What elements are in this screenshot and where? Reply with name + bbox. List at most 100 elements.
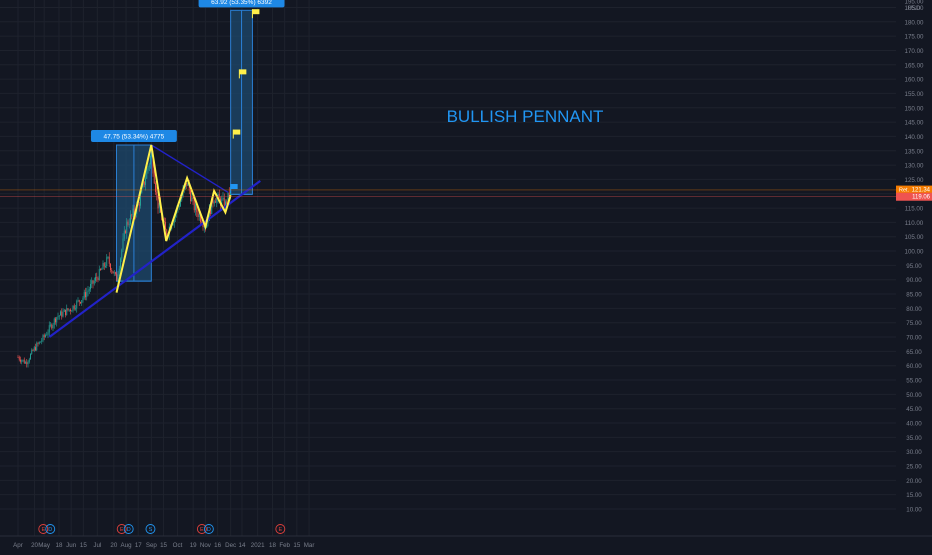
candle-down [23, 359, 25, 364]
event-marker-letter: E [120, 527, 124, 533]
event-marker-split[interactable] [145, 524, 156, 534]
candle-up [76, 301, 78, 309]
price-axis-label: 90.00 [906, 277, 922, 284]
price-axis-label: 85.00 [906, 292, 922, 299]
candle-up [75, 308, 76, 310]
price-axis-label: 55.00 [906, 378, 922, 385]
candle-down [202, 224, 204, 228]
event-marker-letter: S [149, 527, 153, 533]
price-axis-label: 165.00 [905, 62, 924, 69]
candle-down [115, 272, 116, 274]
candle-up [123, 230, 125, 239]
price-axis-label: 95.00 [906, 263, 922, 270]
candle-up [50, 324, 51, 326]
candle-up [91, 280, 93, 285]
candle-down [186, 183, 188, 186]
candle-down [70, 309, 71, 311]
price-marker-value: 119.06 [912, 195, 931, 201]
event-marker-dividend[interactable] [123, 524, 134, 534]
candle-down [17, 357, 19, 358]
candle-down [133, 208, 135, 214]
candle-up [88, 289, 90, 291]
event-marker-letter: D [207, 527, 211, 533]
zigzag-pattern-line[interactable] [115, 144, 232, 293]
candle-down [152, 154, 154, 174]
candle-up [222, 197, 224, 200]
candle-down [116, 273, 118, 281]
candle-up [57, 316, 59, 318]
flag-marker[interactable] [230, 184, 238, 190]
candle-up [27, 361, 29, 365]
price-axis-label: 130.00 [905, 163, 924, 170]
time-axis-label: Nov [200, 542, 212, 549]
price-axis-label: 45.00 [906, 406, 922, 413]
candle-up [28, 359, 30, 362]
time-axis-label: 2021 [251, 542, 265, 549]
event-marker-earnings[interactable] [196, 524, 207, 534]
candle-up [42, 335, 44, 341]
support-trendline[interactable] [48, 179, 261, 338]
event-marker-earnings[interactable] [116, 524, 127, 534]
resistance-trendline[interactable] [150, 144, 229, 193]
event-marker-dividend[interactable] [203, 524, 214, 534]
time-axis-label: 20 [110, 542, 117, 549]
candle-down [196, 204, 198, 213]
price-axis-label: 10.00 [906, 507, 922, 514]
price-axis-label: 125.00 [905, 177, 924, 184]
candle-up [126, 221, 128, 234]
time-axis-label: Jun [66, 542, 77, 549]
candle-up [211, 198, 213, 215]
candle-down [166, 229, 168, 236]
candle-up [47, 332, 49, 335]
event-marker-dividend[interactable] [45, 524, 56, 534]
time-axis-label: Apr [13, 542, 23, 549]
pole-measure-label: 47.75 (53.34%) 4775 [104, 134, 165, 141]
candle-down [80, 301, 81, 304]
event-marker-earnings[interactable] [275, 524, 286, 534]
flag-marker[interactable] [252, 9, 260, 15]
time-axis-label: May [38, 542, 51, 549]
candle-down [55, 318, 56, 323]
candle-up [40, 341, 41, 343]
candle-down [200, 214, 201, 222]
candle-down [193, 198, 195, 211]
candle-down [96, 277, 98, 279]
flag-marker[interactable] [233, 129, 241, 135]
price-axis-panel [896, 0, 932, 550]
candle-up [68, 309, 70, 311]
pole-measure-label-bg [90, 130, 177, 143]
candle-up [52, 324, 54, 329]
event-marker-letter: D [127, 527, 131, 533]
price-axis-label: 170.00 [905, 48, 924, 55]
candle-down [228, 192, 230, 197]
drawing-layer[interactable] [0, 9, 896, 338]
price-axis-label: 30.00 [906, 449, 922, 456]
price-axis-label: 60.00 [906, 363, 922, 370]
candle-down [163, 220, 165, 222]
time-axis-label: 18 [56, 542, 63, 549]
flag-marker[interactable] [239, 69, 247, 75]
time-axis-label: Oct [173, 542, 183, 549]
time-axis-label: Sep [146, 542, 158, 549]
candle-up [53, 318, 55, 325]
price-axis-unit-label: USD [907, 5, 921, 12]
candle-up [62, 311, 64, 317]
candle-up [106, 257, 108, 267]
price-marker-value: 121.34 [912, 188, 931, 194]
price-axis-label: 100.00 [905, 249, 924, 256]
price-axis-label: 175.00 [905, 34, 924, 41]
pattern-title: BULLISH PENNANT [447, 107, 604, 126]
candle-up [48, 325, 50, 333]
candle-up [77, 300, 79, 302]
candle-down [37, 343, 39, 345]
candle-up [128, 223, 130, 225]
time-axis-label: 15 [80, 542, 87, 549]
event-marker-earnings[interactable] [38, 524, 49, 534]
candle-up [38, 341, 40, 344]
price-axis-label: 25.00 [906, 464, 922, 471]
price-marker-tag: Ret. [899, 188, 910, 194]
